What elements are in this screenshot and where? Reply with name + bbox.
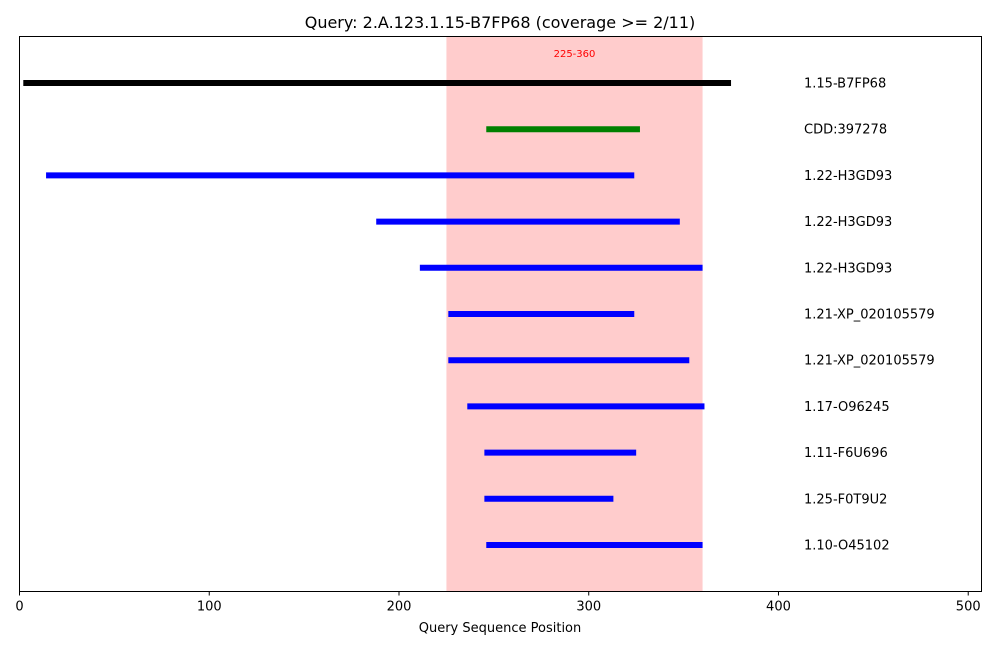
row-label-layer: 1.15-B7FP68 CDD:397278 1.22-H3GD93 1.22-H3G… (804, 77, 935, 554)
segment-label: 1.21-XP_020105579 (804, 308, 935, 323)
highlight-region-label: 225-360 (554, 49, 596, 60)
x-tick-label: 200 (387, 600, 412, 615)
segment-label: 1.17-O96245 (804, 400, 890, 415)
x-tick-label: 500 (956, 600, 981, 615)
segment-label: CDD:397278 (804, 123, 887, 138)
segment-label: 1.15-B7FP68 (804, 77, 886, 92)
plot-frame (19, 36, 982, 592)
segment-label: 1.25-F0T9U2 (804, 492, 887, 507)
segment-label: 1.21-XP_020105579 (804, 354, 935, 369)
x-tick-label: 0 (15, 600, 23, 615)
segment-label: 1.22-H3GD93 (804, 169, 892, 184)
x-tick-label: 100 (197, 600, 222, 615)
x-tick-label: 400 (766, 600, 791, 615)
segment-label: 1.22-H3GD93 (804, 261, 892, 276)
segment-label: 1.22-H3GD93 (804, 215, 892, 230)
segment-layer (23, 80, 732, 548)
x-axis-ticks: 0 100 200 300 400 500 (15, 591, 981, 615)
x-axis-label: Query Sequence Position (419, 621, 582, 636)
chart-title: Query: 2.A.123.1.15-B7FP68 (coverage >= … (305, 13, 696, 32)
segment-label: 1.11-F6U696 (804, 446, 888, 461)
segment-label: 1.10-O45102 (804, 539, 890, 554)
x-tick-label: 300 (576, 600, 601, 615)
